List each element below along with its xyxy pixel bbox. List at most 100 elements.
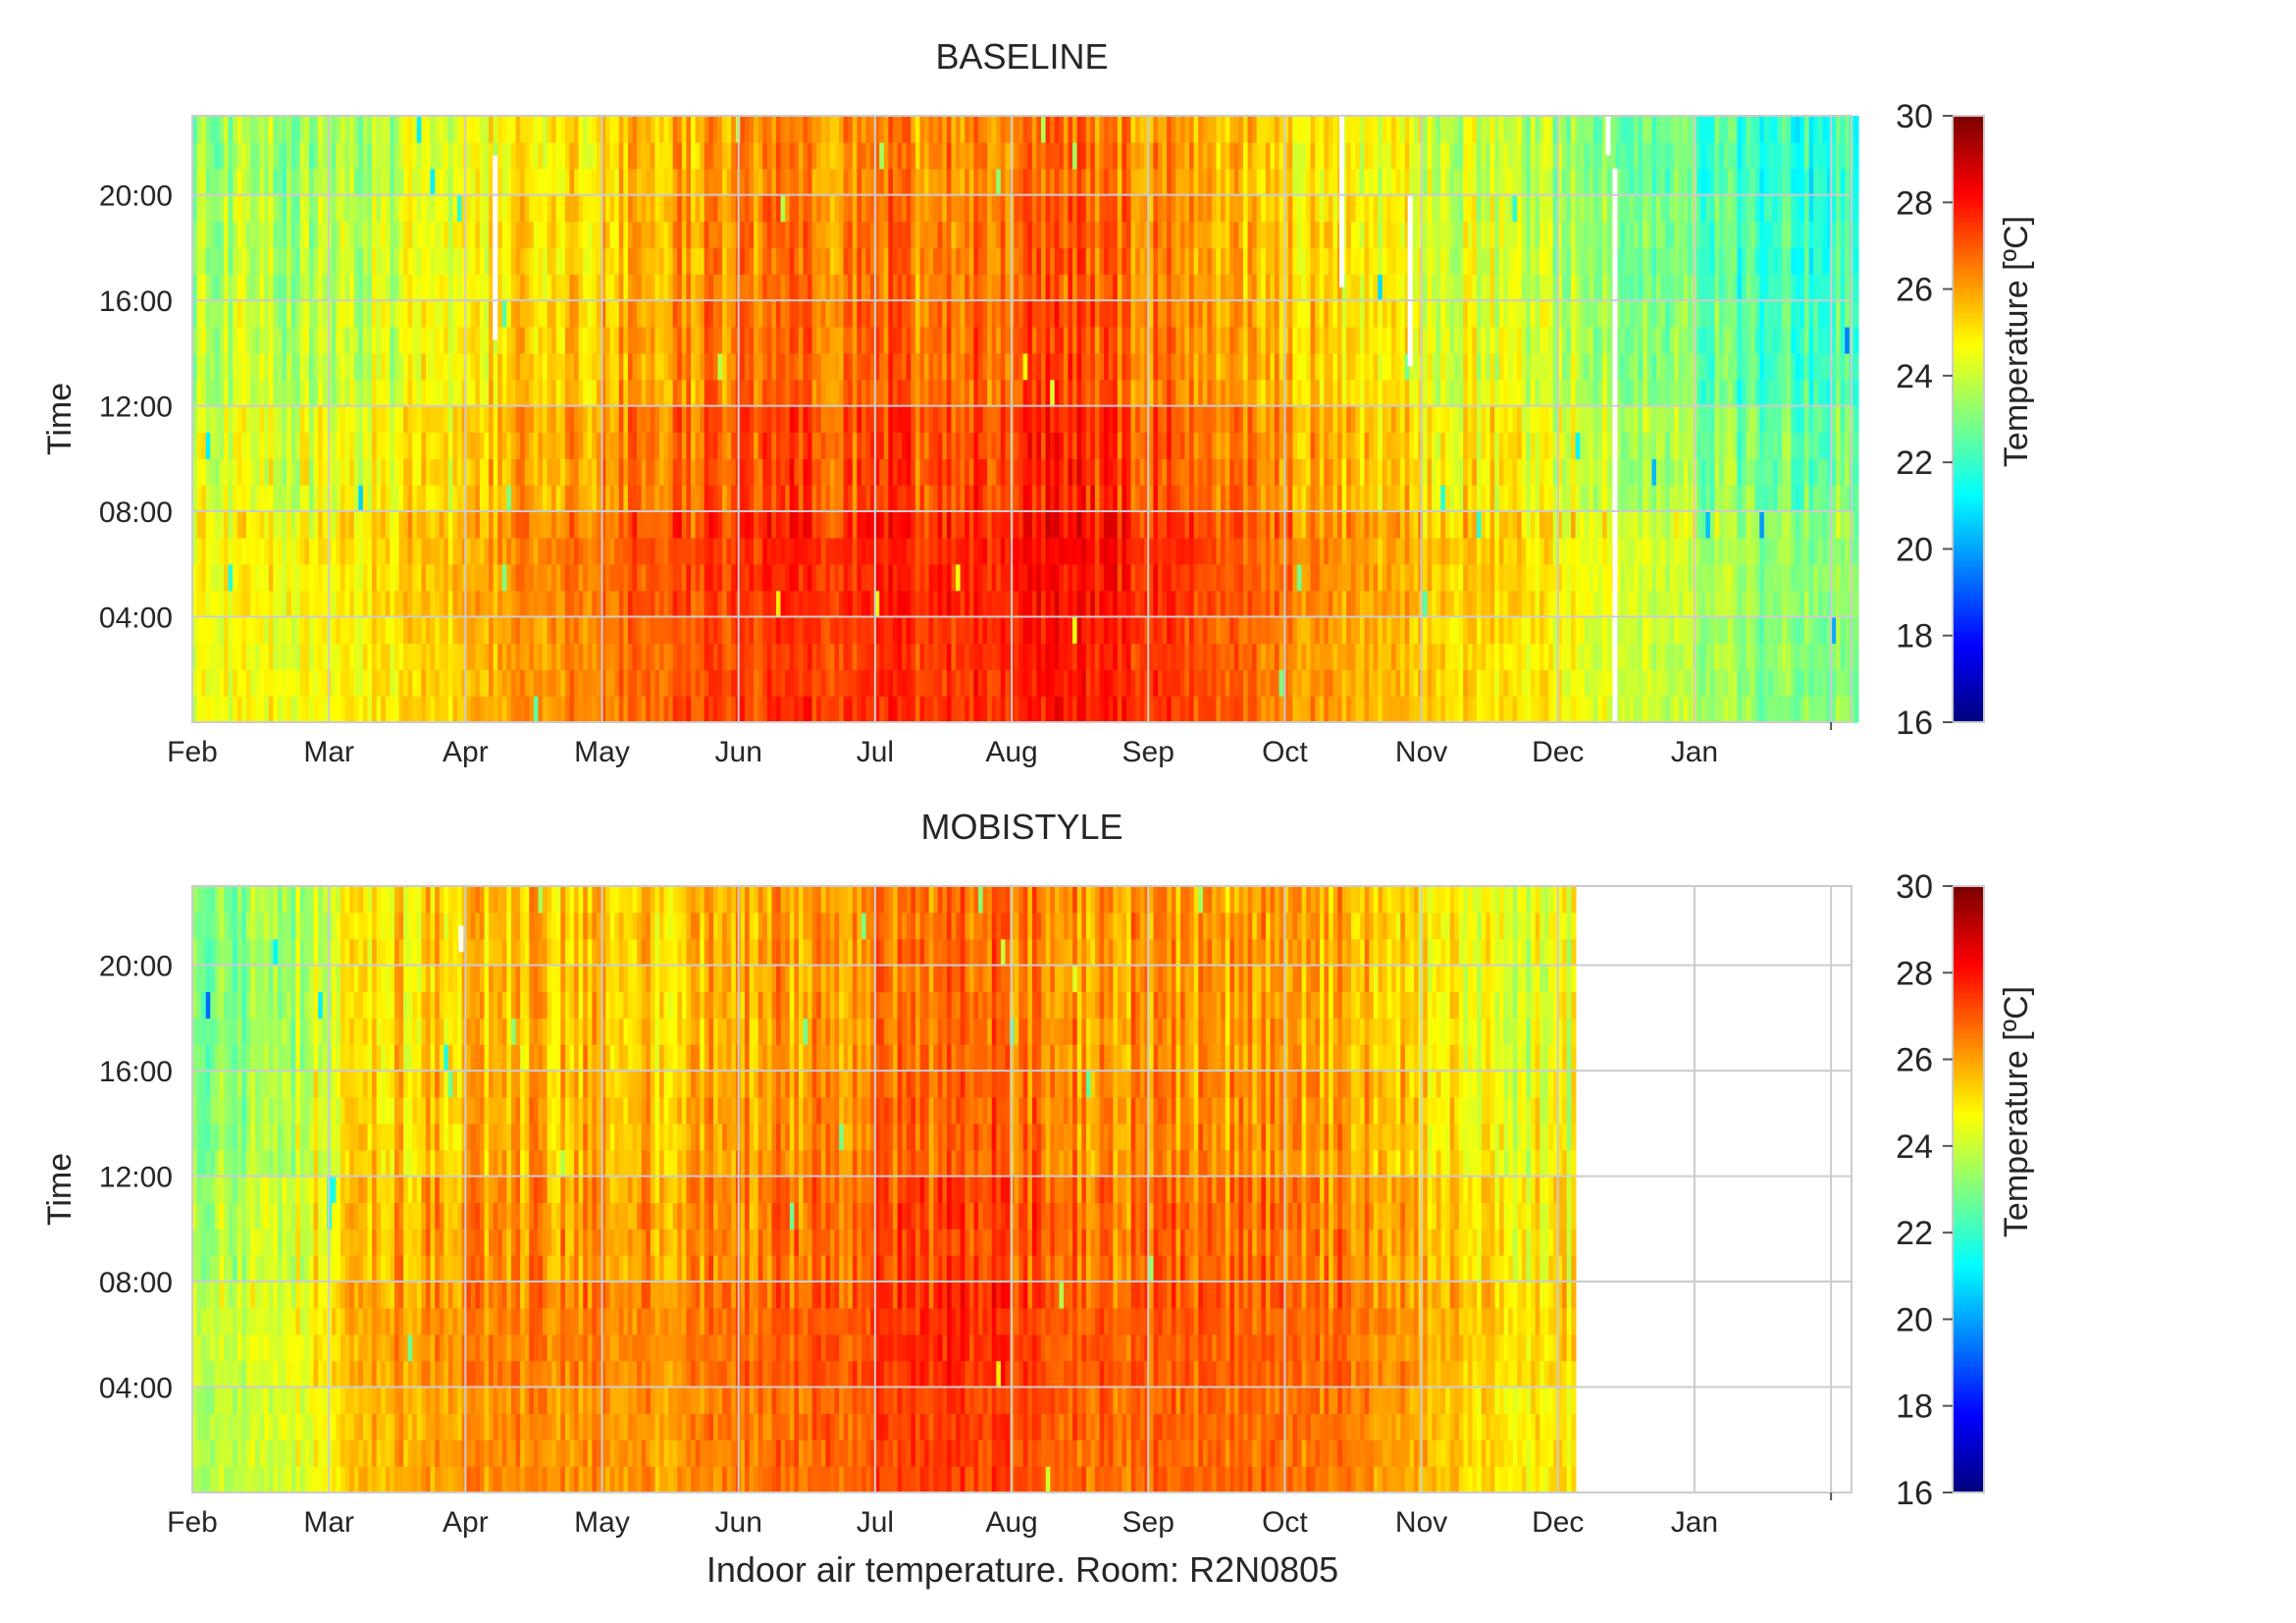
- heatmap-cell: [1041, 537, 1047, 565]
- heatmap-cell: [259, 168, 265, 196]
- heatmap-cell: [757, 274, 763, 301]
- heatmap-cell: [911, 563, 916, 592]
- heatmap-cell: [1153, 669, 1159, 697]
- heatmap-cell: [749, 326, 755, 354]
- heatmap-cell: [874, 458, 880, 486]
- heatmap-cell: [407, 168, 413, 196]
- heatmap-cell: [299, 326, 306, 354]
- heatmap-cell: [762, 405, 768, 434]
- heatmap-cell: [497, 379, 503, 407]
- heatmap-cell: [385, 590, 391, 618]
- heatmap-cell: [726, 168, 732, 196]
- heatmap-cell: [691, 352, 697, 381]
- heatmap-cell: [398, 274, 404, 301]
- heatmap-cell: [245, 458, 252, 486]
- heatmap-cell: [658, 405, 665, 434]
- heatmap-cell: [681, 141, 688, 170]
- heatmap-cell: [1135, 590, 1141, 618]
- heatmap-cell: [1099, 116, 1105, 143]
- heatmap-cell: [1090, 405, 1096, 434]
- heatmap-cell: [241, 274, 247, 301]
- heatmap-cell: [646, 221, 652, 248]
- heatmap-cell: [475, 326, 481, 354]
- heatmap-cell: [757, 116, 763, 143]
- heatmap-cell: [681, 590, 688, 618]
- heatmap-cell: [578, 194, 584, 223]
- heatmap-cell: [1072, 168, 1078, 196]
- heatmap-cell: [816, 300, 822, 328]
- heatmap-cell: [865, 352, 871, 381]
- heatmap-cell: [740, 300, 746, 328]
- heatmap-cell: [245, 485, 252, 512]
- heatmap-cell: [264, 616, 270, 644]
- heatmap-cell: [196, 116, 202, 143]
- heatmap-cell: [381, 485, 387, 512]
- heatmap-cell: [623, 326, 629, 354]
- heatmap-cell: [245, 274, 252, 301]
- heatmap-cell: [340, 194, 346, 223]
- heatmap-cell: [946, 274, 953, 301]
- heatmap-cell: [672, 669, 678, 697]
- heatmap-cell: [888, 669, 894, 697]
- heatmap-cell: [214, 141, 221, 170]
- heatmap-cell: [691, 563, 697, 592]
- heatmap-cell: [1125, 221, 1132, 248]
- heatmap-cell: [547, 221, 552, 248]
- heatmap-cell: [794, 563, 800, 592]
- heatmap-cell: [798, 669, 805, 697]
- heatmap-cell: [542, 379, 548, 407]
- heatmap-cell: [1130, 274, 1136, 301]
- heatmap-cell: [1076, 458, 1082, 486]
- heatmap-cell: [789, 590, 795, 618]
- heatmap-cell: [960, 168, 965, 196]
- heatmap-cell: [1144, 485, 1150, 512]
- heatmap-cell: [861, 485, 867, 512]
- heatmap-cell: [336, 352, 341, 381]
- heatmap-cell: [829, 379, 836, 407]
- heatmap-cell: [542, 616, 548, 644]
- heatmap-cell: [897, 300, 903, 328]
- heatmap-cell: [879, 300, 885, 328]
- heatmap-cell: [757, 247, 763, 275]
- heatmap-cell: [560, 379, 566, 407]
- heatmap-cell: [353, 300, 359, 328]
- heatmap-cell: [287, 405, 292, 434]
- heatmap-cell: [551, 616, 557, 644]
- heatmap-cell: [439, 194, 444, 223]
- heatmap-cell: [295, 643, 301, 670]
- heatmap-cell: [951, 300, 957, 328]
- heatmap-cell: [304, 194, 310, 223]
- heatmap-cell: [393, 247, 400, 275]
- heatmap-cell: [524, 379, 530, 407]
- heatmap-cell: [277, 274, 284, 301]
- heatmap-cell: [987, 168, 993, 196]
- heatmap-cell: [982, 458, 988, 486]
- heatmap-cell: [946, 485, 953, 512]
- heatmap-cell: [362, 221, 369, 248]
- heatmap-cell: [843, 643, 849, 670]
- heatmap-cell: [452, 458, 458, 486]
- heatmap-cell: [353, 274, 359, 301]
- heatmap-cell: [592, 352, 598, 381]
- heatmap-cell: [295, 696, 301, 723]
- heatmap-cell: [852, 194, 858, 223]
- heatmap-cell: [344, 590, 350, 618]
- heatmap-cell: [430, 274, 436, 301]
- heatmap-cell: [403, 221, 409, 248]
- heatmap-cell: [618, 379, 624, 407]
- heatmap-cell: [968, 405, 974, 434]
- heatmap-cell: [466, 141, 472, 170]
- heatmap-cell: [857, 669, 862, 697]
- heatmap-cell: [623, 511, 629, 539]
- heatmap-cell: [605, 669, 611, 697]
- heatmap-cell: [390, 669, 395, 697]
- heatmap-cell: [1045, 116, 1051, 143]
- heatmap-cell: [808, 168, 813, 196]
- heatmap-cell: [489, 379, 495, 407]
- heatmap-cell: [911, 616, 916, 644]
- heatmap-cell: [219, 379, 225, 407]
- heatmap-cell: [1117, 696, 1122, 723]
- heatmap-cell: [407, 432, 413, 459]
- heatmap-cell: [1018, 458, 1024, 486]
- heatmap-cell: [1076, 274, 1082, 301]
